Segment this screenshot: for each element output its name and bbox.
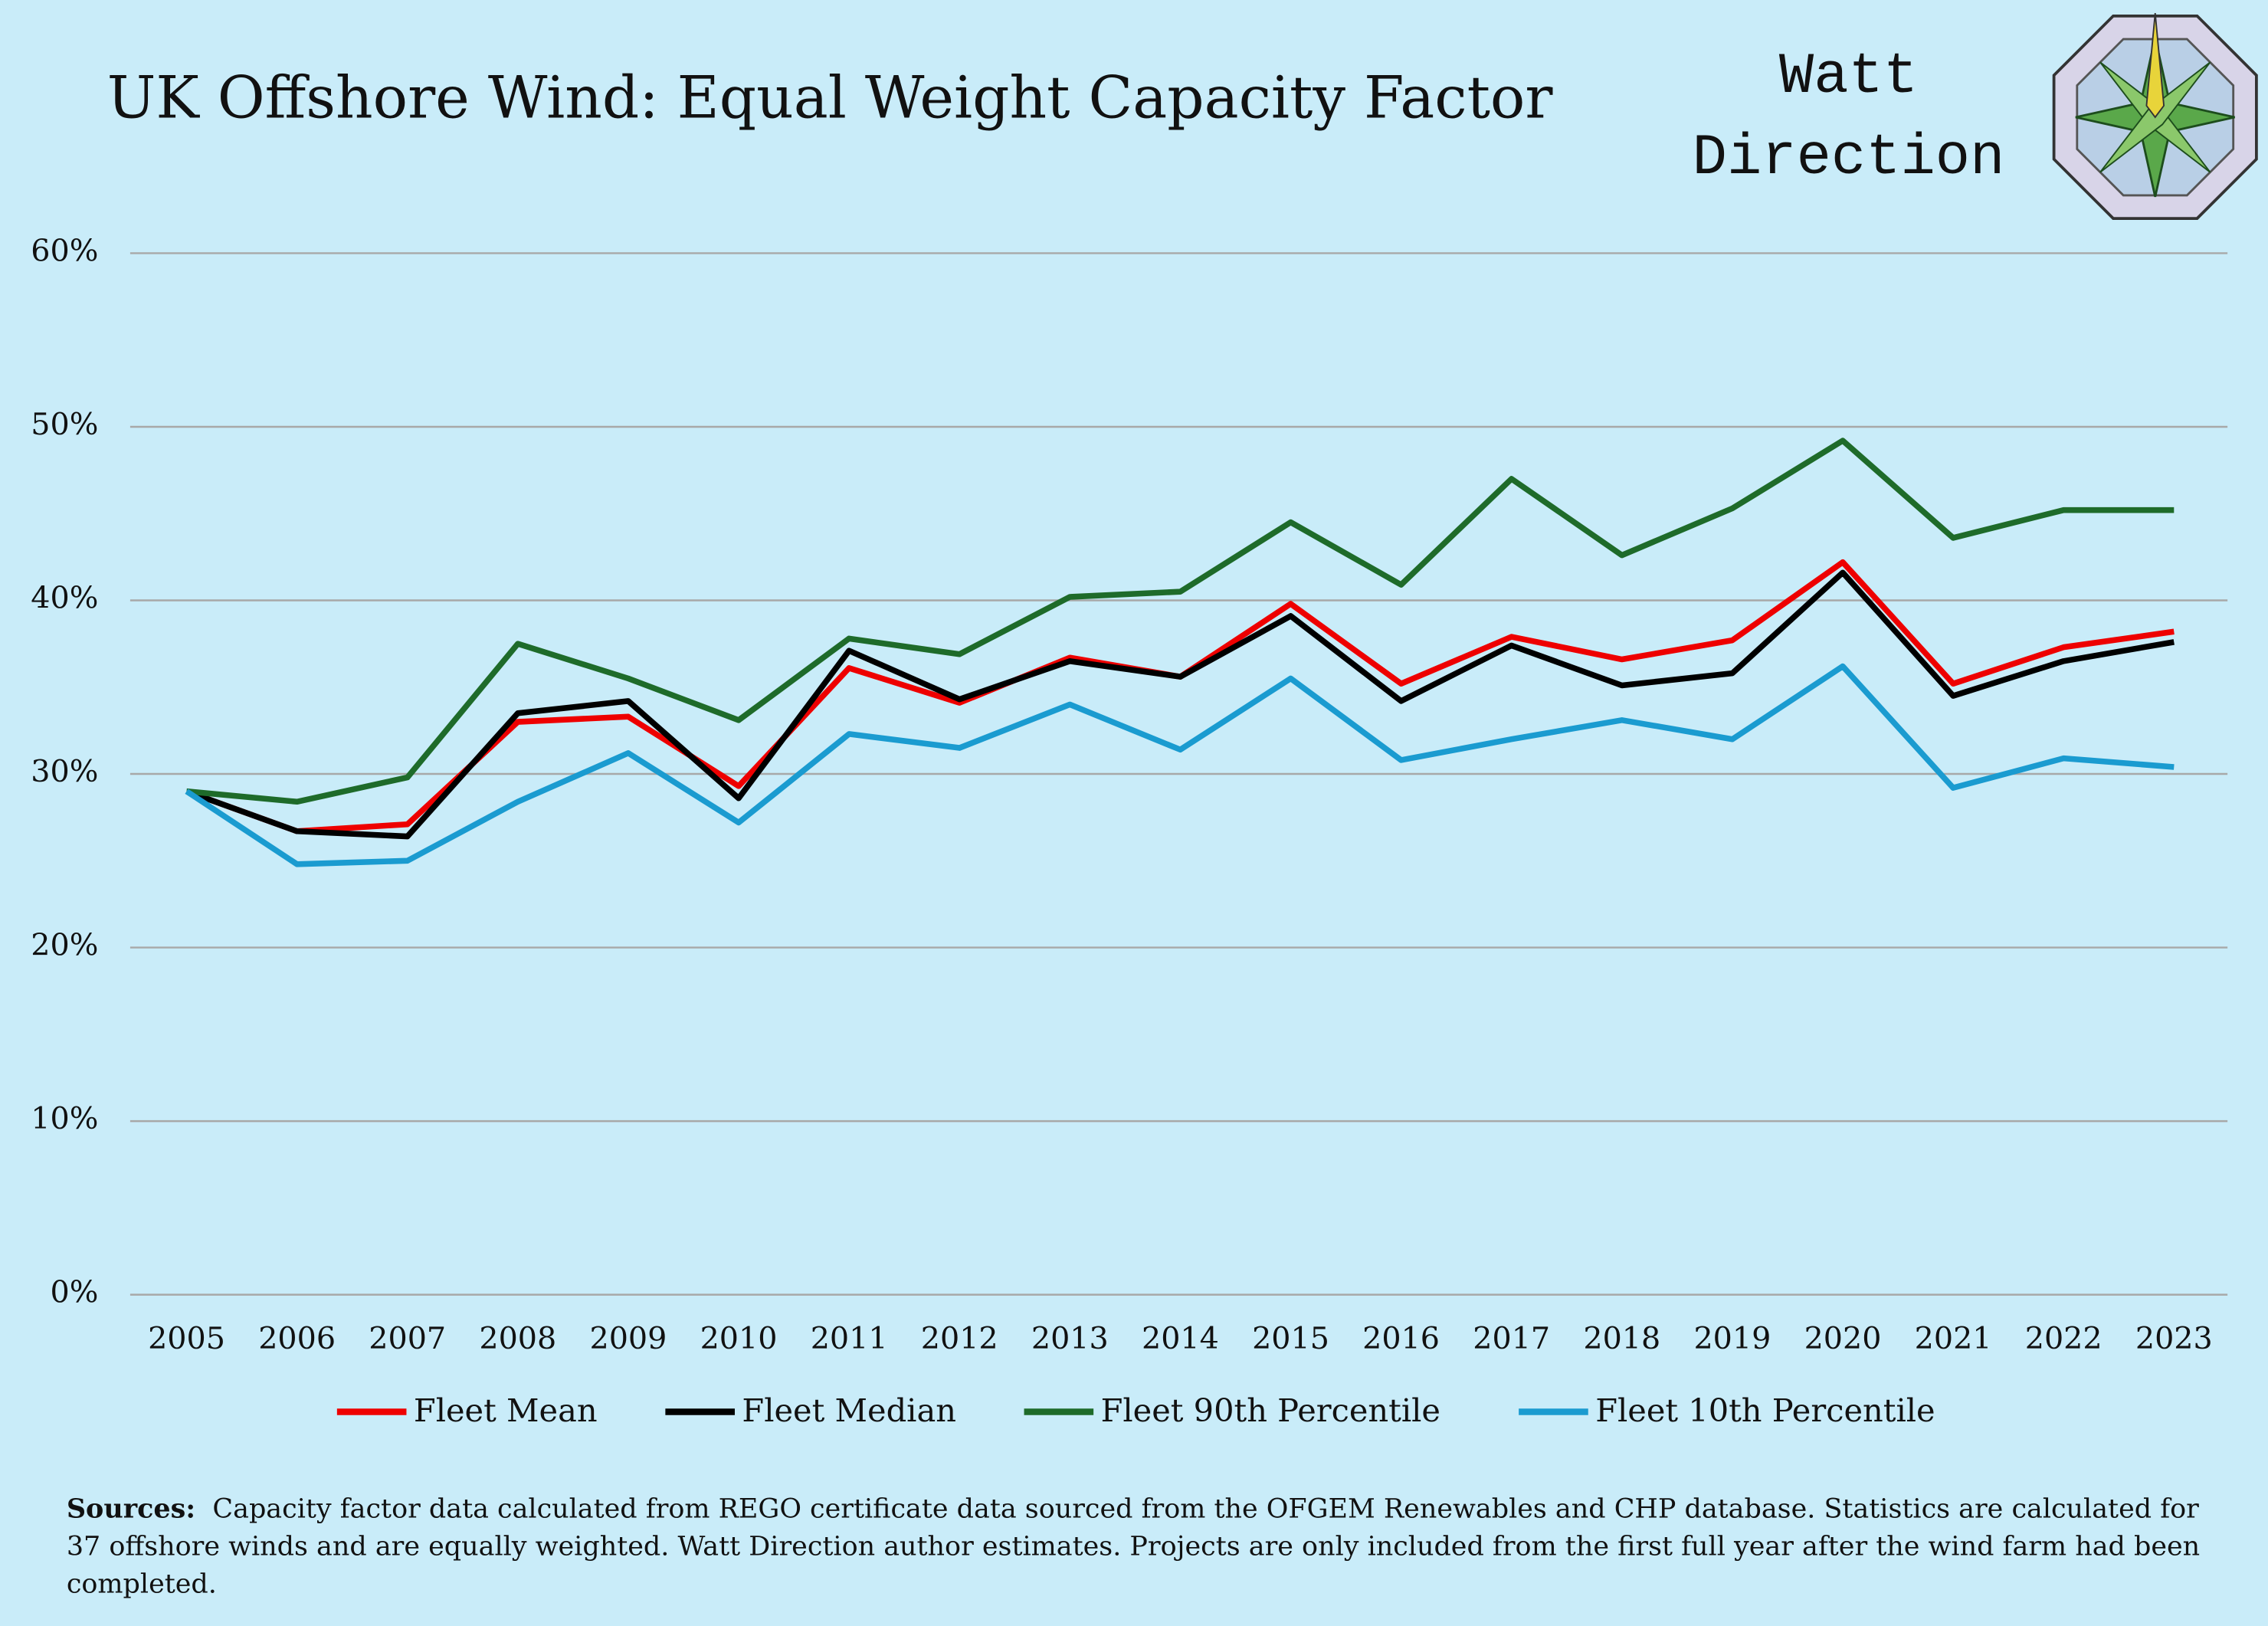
x-tick-label: 2017 <box>1473 1321 1550 1356</box>
x-tick-label: 2011 <box>811 1321 888 1356</box>
x-tick-label: 2012 <box>921 1321 998 1356</box>
x-tick-label: 2009 <box>589 1321 667 1356</box>
x-tick-label: 2015 <box>1252 1321 1329 1356</box>
x-tick-label: 2007 <box>369 1321 446 1356</box>
x-tick-label: 2010 <box>700 1321 778 1356</box>
y-tick-label: 60% <box>31 233 98 268</box>
legend-label: Fleet 10th Percentile <box>1595 1392 1935 1429</box>
y-tick-label: 40% <box>31 581 98 616</box>
x-tick-label: 2008 <box>479 1321 556 1356</box>
sources: Sources: Capacity factor data calculated… <box>67 1491 2222 1604</box>
y-tick-label: 20% <box>31 928 98 963</box>
y-tick-label: 0% <box>50 1275 98 1310</box>
legend-label: Fleet Median <box>742 1392 956 1429</box>
x-tick-label: 2018 <box>1583 1321 1660 1356</box>
x-tick-label: 2022 <box>2025 1321 2102 1356</box>
brand: Watt <box>1779 44 1918 110</box>
y-tick-label: 30% <box>31 754 98 789</box>
series-line <box>185 569 2175 840</box>
sources-label: Sources: <box>66 1494 196 1525</box>
x-tick-label: 2016 <box>1362 1321 1440 1356</box>
logo <box>2052 12 2258 221</box>
chart-title: UK Offshore Wind: Equal Weight Capacity … <box>107 64 1554 132</box>
x-tick-label: 2023 <box>2135 1321 2213 1356</box>
legend-label: Fleet Mean <box>414 1392 598 1429</box>
series-line <box>185 663 2175 867</box>
y-tick-label: 50% <box>31 407 98 442</box>
legend-label: Fleet 90th Percentile <box>1101 1392 1440 1429</box>
x-tick-label: 2013 <box>1031 1321 1109 1356</box>
x-tick-label: 2006 <box>258 1321 336 1356</box>
series-line <box>186 438 2175 805</box>
x-tick-label: 2020 <box>1804 1321 1882 1356</box>
sources-body: Capacity factor data calculated from REG… <box>66 1494 2201 1600</box>
x-tick-label: 2005 <box>148 1321 225 1356</box>
x-tick-label: 2014 <box>1142 1321 1219 1356</box>
y-tick-label: 10% <box>31 1101 98 1136</box>
brand: Direction <box>1693 125 2005 191</box>
x-tick-label: 2019 <box>1693 1321 1771 1356</box>
sources-text: Sources: Capacity factor data calculated… <box>67 1491 2222 1604</box>
x-tick-label: 2021 <box>1915 1321 1992 1356</box>
